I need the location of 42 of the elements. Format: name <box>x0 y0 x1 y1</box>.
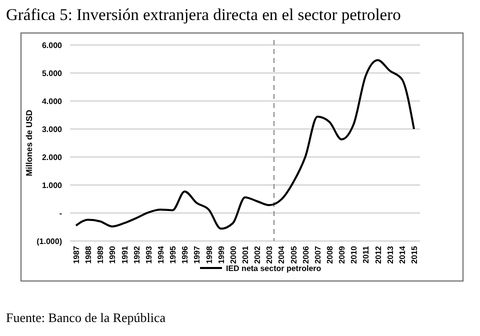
x-tick-label: 1991 <box>120 245 130 264</box>
x-tick-label: 2014 <box>398 245 407 264</box>
x-tick-label: 2001 <box>241 245 250 264</box>
y-tick-label: (1.000) <box>36 237 62 246</box>
x-tick-label: 2010 <box>350 245 359 264</box>
line-series <box>75 59 415 230</box>
x-tick-label: 1988 <box>84 245 94 264</box>
x-tick-label: 1998 <box>204 245 214 264</box>
source-note: Fuente: Banco de la República <box>6 310 166 325</box>
x-tick-label: 2012 <box>374 245 383 264</box>
x-tick-label: 2015 <box>410 245 419 264</box>
x-tick-label: 1989 <box>96 245 106 264</box>
x-tick-label: 2000 <box>228 245 238 264</box>
x-tick-label: 1987 <box>72 245 82 264</box>
x-tick-label: 1997 <box>192 245 202 264</box>
x-tick-label: 2013 <box>386 245 395 264</box>
x-tick-label: 1995 <box>168 245 178 264</box>
x-tick-label: 2004 <box>277 245 286 264</box>
y-axis-title: Millones de USD <box>24 110 34 176</box>
x-tick-label: 2007 <box>313 245 322 264</box>
x-tick-label: 1999 <box>216 245 226 264</box>
y-tick-label: 4.000 <box>42 97 63 106</box>
x-tick-label: 2005 <box>289 245 298 264</box>
y-tick-label: 3.000 <box>42 125 63 134</box>
x-tick-label: 2009 <box>338 245 347 264</box>
y-tick-label: 6.000 <box>42 41 63 50</box>
x-tick-label: 1993 <box>144 245 154 264</box>
x-tick-label: 2006 <box>301 245 310 264</box>
x-tick-label: 1990 <box>108 245 118 264</box>
legend-label: IED neta sector petrolero <box>226 264 322 273</box>
x-tick-label: 2008 <box>325 245 334 264</box>
chart-title: Gráfica 5: Inversión extranjera directa en el sector petrolero <box>6 5 401 24</box>
y-tick-label: 5.000 <box>42 69 63 78</box>
x-tick-label: 1992 <box>132 245 142 264</box>
x-tick-label: 2003 <box>265 245 274 264</box>
x-tick-label: 2011 <box>362 245 371 264</box>
y-tick-label: 1.000 <box>42 181 63 190</box>
x-tick-label: 1996 <box>180 245 190 264</box>
y-tick-label: 2.000 <box>42 153 63 162</box>
x-tick-label: 1994 <box>156 245 166 264</box>
x-tick-label: 2002 <box>253 245 262 264</box>
y-tick-label: - <box>59 209 62 218</box>
